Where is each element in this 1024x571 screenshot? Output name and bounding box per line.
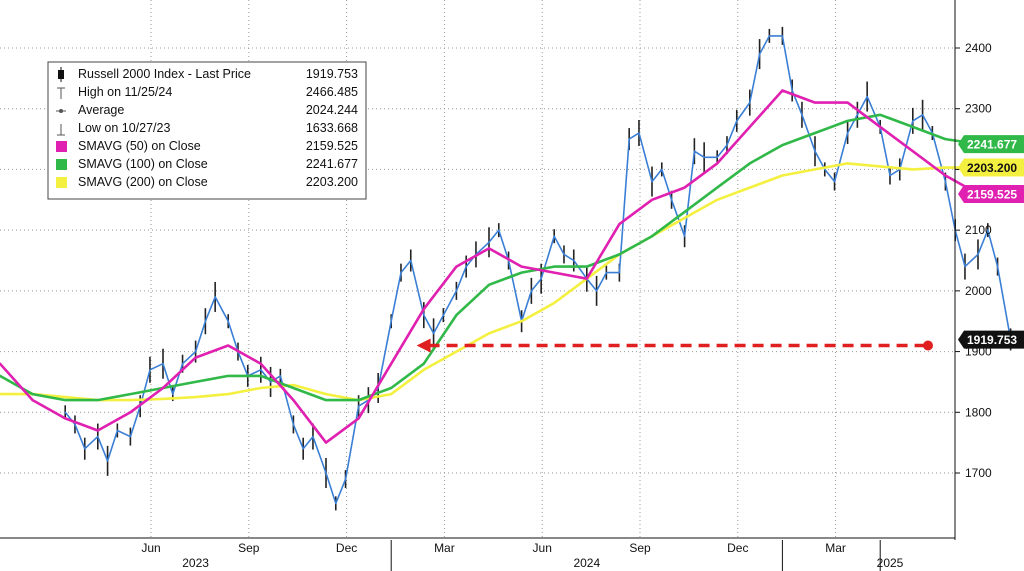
legend-label: Average bbox=[78, 103, 124, 117]
y-tick-label: 1800 bbox=[965, 405, 992, 419]
legend-value: 2024.244 bbox=[306, 103, 358, 117]
value-tag-text: 2159.525 bbox=[967, 188, 1017, 202]
legend-label: Russell 2000 Index - Last Price bbox=[78, 67, 251, 81]
legend-value: 2241.677 bbox=[306, 157, 358, 171]
value-tag-box bbox=[958, 158, 1024, 177]
x-tick-label: Dec bbox=[336, 541, 357, 555]
support-arrow-head bbox=[416, 338, 431, 353]
legend-value: 1919.753 bbox=[306, 67, 358, 81]
sma200-line bbox=[0, 162, 980, 402]
legend-average-dot-icon bbox=[59, 109, 63, 113]
y-tick-label: 2400 bbox=[965, 41, 992, 55]
x-tick-label: Mar bbox=[825, 541, 846, 555]
x-tick-label: Sep bbox=[238, 541, 260, 555]
legend-label: SMAVG (200) on Close bbox=[78, 175, 208, 189]
x-tick-label: Dec bbox=[727, 541, 748, 555]
value-tag-box bbox=[958, 330, 1024, 349]
x-tick-label: Sep bbox=[629, 541, 651, 555]
legend-value: 2203.200 bbox=[306, 175, 358, 189]
x-year-label: 2025 bbox=[877, 556, 904, 570]
x-tick-label: Jun bbox=[533, 541, 552, 555]
value-tag-text: 2203.200 bbox=[967, 161, 1017, 175]
legend-value: 2159.525 bbox=[306, 139, 358, 153]
value-tag-text: 2241.677 bbox=[967, 138, 1017, 152]
legend-swatch-icon bbox=[56, 141, 67, 152]
y-tick-label: 2300 bbox=[965, 102, 992, 116]
x-tick-label: Jun bbox=[141, 541, 160, 555]
sma50-line bbox=[0, 89, 980, 444]
x-year-label: 2023 bbox=[182, 556, 209, 570]
legend-label: SMAVG (100) on Close bbox=[78, 157, 208, 171]
value-tag-box bbox=[958, 185, 1024, 204]
legend-label: Low on 10/27/23 bbox=[78, 121, 170, 135]
x-tick-label: Mar bbox=[434, 541, 455, 555]
y-tick-label: 1700 bbox=[965, 466, 992, 480]
support-end-dot bbox=[923, 340, 933, 351]
legend-label: High on 11/25/24 bbox=[78, 85, 172, 99]
x-year-label: 2024 bbox=[573, 556, 600, 570]
legend-label: SMAVG (50) on Close bbox=[78, 139, 201, 153]
series-layer bbox=[0, 26, 1012, 511]
value-tag-text: 1919.753 bbox=[967, 333, 1017, 347]
value-tags: 2241.677 2203.200 2159.525 1919.753 bbox=[958, 135, 1024, 349]
legend-box bbox=[47, 61, 367, 200]
legend-value: 2466.485 bbox=[306, 85, 358, 99]
value-tag-box bbox=[958, 135, 1024, 154]
legend: Russell 2000 Index - Last Price 1919.753 H… bbox=[47, 61, 367, 200]
y-tick-label: 2100 bbox=[965, 223, 992, 237]
legend-value: 1633.668 bbox=[306, 121, 358, 135]
legend-swatch-icon bbox=[56, 159, 67, 170]
legend-swatch-icon bbox=[56, 177, 67, 188]
y-tick-label: 2000 bbox=[965, 284, 992, 298]
price-line bbox=[64, 35, 1012, 505]
